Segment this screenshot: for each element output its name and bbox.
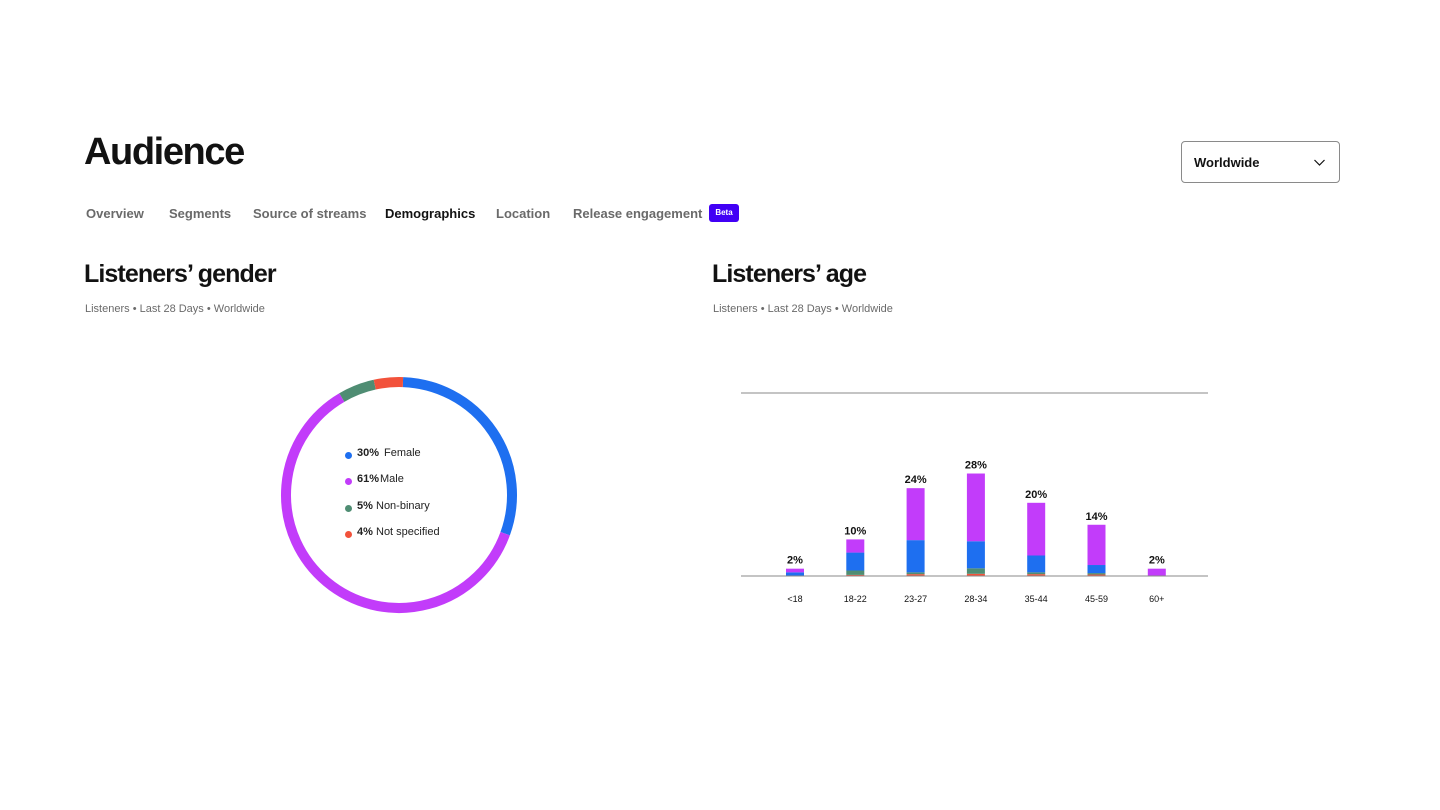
bar-segment-male: [906, 488, 925, 541]
gender-donut-chart: [281, 377, 517, 613]
bar-segment-not-specified: [906, 574, 925, 576]
bar-segment-female: [1027, 555, 1046, 573]
x-tick-label: <18: [787, 594, 802, 604]
legend-pct: 30%: [357, 447, 380, 459]
tab-overview[interactable]: Overview: [86, 206, 144, 221]
legend-dot: [345, 452, 352, 459]
gender-section-title: Listeners’ gender: [84, 260, 277, 288]
bar-segment-male: [1027, 502, 1046, 556]
bar-segment-male: [1147, 568, 1166, 576]
bar-segment-female: [906, 540, 925, 573]
bar-value-label: 24%: [905, 474, 927, 486]
region-select-value: Worldwide: [1194, 155, 1260, 170]
legend-pct: 4%: [357, 525, 373, 538]
chevron-down-icon: [1314, 159, 1325, 166]
bar-value-label: 14%: [1085, 511, 1107, 523]
bar-segment-not-specified: [1087, 574, 1106, 576]
legend-dot: [345, 530, 352, 538]
bar-segment-female: [966, 541, 985, 569]
bar-segment-non-binary: [1027, 572, 1046, 575]
bar-segment-female: [1087, 565, 1106, 574]
legend-dot: [345, 478, 352, 486]
donut-slice-female: [402, 377, 517, 536]
legend-pct: 5%: [357, 499, 373, 512]
legend-label: Male: [380, 473, 404, 486]
bar-segment-not-specified: [846, 574, 865, 576]
legend-label: Non-binary: [376, 499, 430, 512]
page-title: Audience: [84, 131, 245, 173]
legend-dot: [345, 504, 352, 512]
x-tick-label: 23-27: [904, 594, 927, 604]
donut-slice-not-specified: [373, 377, 404, 390]
bar-segment-male: [846, 539, 865, 553]
bar-value-label: 2%: [1149, 555, 1165, 567]
bar-segment-not-specified: [966, 573, 985, 576]
bar-segment-non-binary: [1087, 573, 1106, 575]
gender-section-subtitle: Listeners • Last 28 Days • Worldwide: [85, 303, 265, 315]
x-tick-label: 35-44: [1025, 594, 1048, 604]
bar-segment-male: [786, 568, 804, 573]
bar-value-label: 28%: [965, 460, 987, 472]
age-section-subtitle: Listeners • Last 28 Days • Worldwide: [713, 303, 893, 315]
bar-segment-non-binary: [906, 572, 925, 575]
tab-release-engagement[interactable]: Release engagement: [573, 206, 703, 221]
legend-label: Female: [384, 447, 421, 459]
bar-segment-non-binary: [846, 570, 865, 575]
donut-slice-non-binary: [339, 379, 376, 402]
tab-demographics[interactable]: Demographics: [385, 206, 476, 221]
age-section-title: Listeners’ age: [712, 260, 867, 288]
tab-source-of-streams[interactable]: Source of streams: [253, 206, 367, 221]
x-tick-label: 28-34: [964, 594, 987, 604]
x-tick-label: 18-22: [844, 594, 867, 604]
bar-value-label: 20%: [1025, 489, 1047, 501]
bar-segment-female: [846, 552, 865, 571]
bar-value-label: 10%: [844, 525, 866, 537]
bar-segment-male: [1087, 524, 1106, 566]
bar-segment-female: [786, 572, 804, 576]
tab-location[interactable]: Location: [496, 206, 551, 221]
bar-segment-not-specified: [1027, 574, 1046, 576]
x-tick-label: 60+: [1149, 594, 1164, 604]
region-select[interactable]: Worldwide: [1181, 141, 1340, 183]
bar-value-label: 2%: [787, 555, 803, 567]
legend-pct: 61%: [357, 473, 380, 486]
legend-label: Not specified: [376, 525, 440, 538]
x-tick-label: 45-59: [1085, 594, 1108, 604]
beta-badge: Beta: [709, 204, 739, 222]
tab-segments[interactable]: Segments: [169, 206, 232, 221]
bar-segment-male: [966, 473, 985, 542]
donut-slice-male: [281, 393, 510, 613]
age-bar-chart: 2% <18 10% 18-22 24% 23-27 28% 28-34 20% 35-44 14%…: [741, 392, 1208, 604]
bar-segment-non-binary: [966, 568, 985, 574]
